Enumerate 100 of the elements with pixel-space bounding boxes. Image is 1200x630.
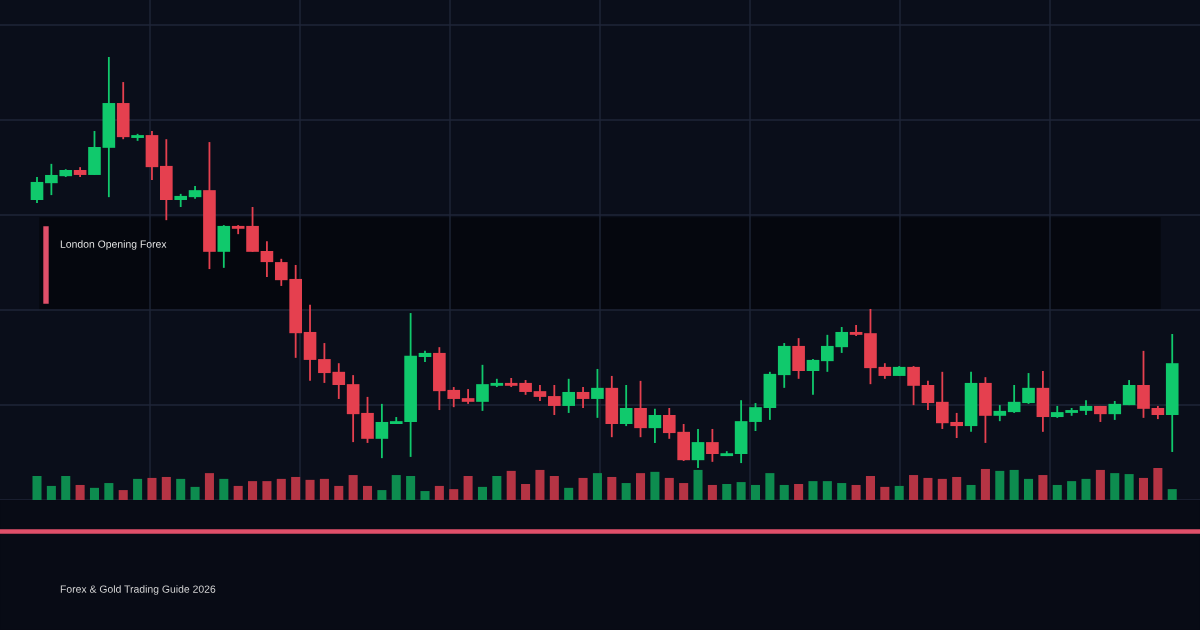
bar: [420, 491, 430, 500]
candlestick: [591, 368, 604, 419]
bar: [434, 485, 444, 500]
candlestick: [706, 428, 719, 463]
bar: [147, 477, 157, 500]
bar: [736, 482, 746, 500]
bar: [449, 489, 459, 500]
bar: [291, 476, 301, 500]
bar: [865, 476, 875, 500]
bar: [233, 485, 243, 500]
bar: [61, 476, 71, 500]
candlestick: [30, 176, 44, 204]
bar: [952, 476, 962, 500]
bar: [521, 484, 531, 500]
bar: [348, 475, 358, 500]
bar: [564, 487, 574, 500]
bar: [779, 484, 789, 500]
bar: [1095, 469, 1105, 500]
candlestick: [562, 377, 576, 414]
bar: [1038, 475, 1048, 500]
candlestick: [907, 365, 920, 407]
bar: [937, 478, 947, 500]
bar: [75, 484, 85, 500]
bar: [894, 485, 904, 500]
bar: [334, 485, 344, 500]
bar: [693, 469, 703, 500]
bar: [679, 483, 689, 500]
bar: [204, 473, 214, 500]
candlestick: [1137, 349, 1150, 419]
candlestick: [1007, 384, 1021, 414]
bar: [104, 483, 114, 500]
bar: [161, 476, 171, 500]
bar: [133, 478, 143, 500]
bar: [506, 470, 516, 500]
candlestick: [634, 379, 647, 439]
annotation: London Opening Forex: [60, 240, 167, 250]
bar: [621, 483, 631, 500]
candlestick: [806, 358, 820, 396]
bar: [32, 476, 42, 500]
bar: [837, 483, 847, 500]
text: Forex & Gold Trading Guide 2026: [60, 585, 216, 595]
bar: [578, 477, 588, 500]
bar: [722, 484, 732, 500]
bar: [46, 485, 56, 500]
bar: [219, 478, 229, 500]
bar: [808, 481, 818, 500]
candlestick: [260, 240, 274, 278]
bar: [391, 475, 401, 500]
candlestick: [476, 363, 489, 412]
bar: [592, 473, 602, 500]
bar: [535, 469, 545, 500]
candlestick: [691, 428, 705, 469]
bar: [305, 479, 315, 500]
bar: [980, 468, 990, 500]
bar: [1067, 481, 1077, 500]
bar: [1124, 474, 1134, 500]
bar: [406, 476, 416, 500]
candlestick: [648, 407, 662, 444]
bar: [319, 478, 329, 500]
bar: [765, 473, 775, 500]
bar: [89, 487, 100, 500]
bar: [750, 484, 761, 500]
bar: [650, 471, 660, 500]
bar: [909, 475, 919, 500]
bar: [477, 486, 487, 500]
bar: [794, 484, 804, 500]
bar: [1009, 469, 1019, 500]
bar: [636, 473, 646, 500]
candlestick: [619, 384, 633, 427]
bar: [1081, 478, 1091, 500]
bar: [190, 486, 200, 500]
bar: [851, 484, 861, 500]
bar: [1052, 484, 1062, 500]
bar: [1153, 468, 1163, 500]
bar: [995, 470, 1005, 500]
bar: [607, 476, 617, 500]
candlestick: [548, 384, 561, 416]
bar: [1167, 489, 1177, 500]
bar: [822, 481, 832, 500]
bar: [463, 476, 473, 500]
bar: [248, 481, 258, 500]
bar: [262, 481, 272, 500]
bar: [1024, 478, 1034, 500]
candlestick: [749, 402, 762, 432]
bar: [492, 476, 502, 500]
bar: [880, 486, 890, 500]
bar: [362, 485, 373, 500]
bar: [923, 477, 933, 500]
candlestick: [921, 379, 935, 411]
bar: [549, 476, 559, 500]
bar: [176, 478, 186, 500]
candlestick: [576, 386, 590, 409]
bar: [664, 477, 674, 500]
bar: [377, 490, 387, 500]
bar: [118, 490, 128, 500]
bar: [966, 484, 976, 500]
bar: [1110, 473, 1120, 500]
bar: [1138, 477, 1149, 500]
candlestick: [1022, 372, 1035, 405]
bar: [707, 484, 717, 500]
